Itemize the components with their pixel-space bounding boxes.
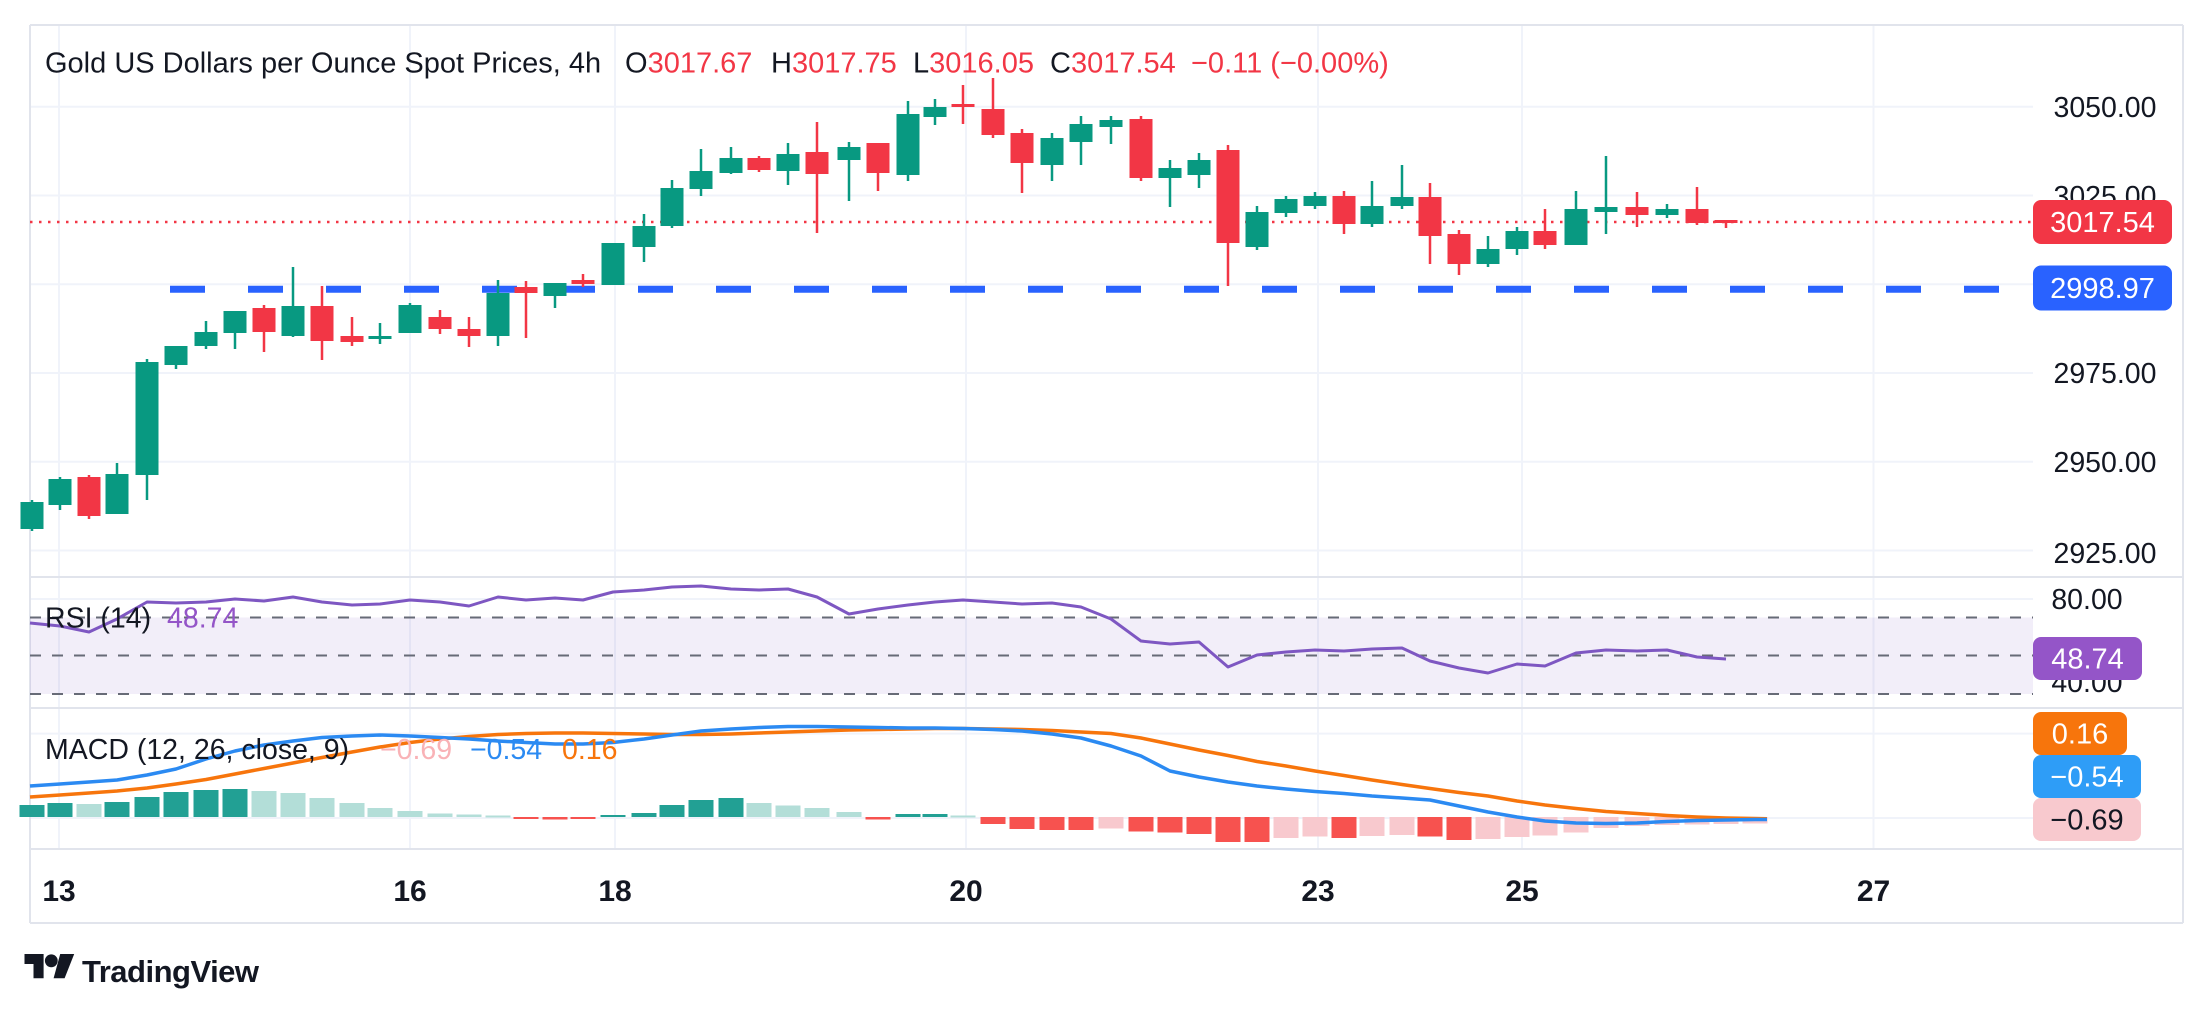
svg-text:80.00: 80.00 <box>2051 584 2122 616</box>
svg-text:20: 20 <box>949 875 982 908</box>
svg-text:MACD (12, 26, close, 9) −0.69−: MACD (12, 26, close, 9) −0.69 −0.54 0.16 <box>45 734 617 766</box>
svg-text:3050.00: 3050.00 <box>2053 92 2156 124</box>
svg-text:2975.00: 2975.00 <box>2053 358 2156 390</box>
svg-text:13: 13 <box>42 875 75 908</box>
svg-text:2998.97: 2998.97 <box>2050 273 2155 305</box>
svg-text:2950.00: 2950.00 <box>2053 447 2156 479</box>
svg-text:Gold US Dollars per Ounce Spot: Gold US Dollars per Ounce Spot Prices, 4… <box>45 48 601 80</box>
svg-text:0.16: 0.16 <box>2052 719 2108 751</box>
svg-text:−0.54: −0.54 <box>2050 762 2123 794</box>
svg-text:2925.00: 2925.00 <box>2053 538 2156 570</box>
svg-text:23: 23 <box>1301 875 1334 908</box>
svg-text:25: 25 <box>1505 875 1538 908</box>
svg-text:18: 18 <box>598 875 631 908</box>
svg-text:RSI (14) 48.74: RSI (14) 48.74 <box>45 603 238 635</box>
svg-text:48.74: 48.74 <box>2051 644 2124 676</box>
svg-text:3017.54: 3017.54 <box>2050 207 2155 239</box>
svg-text:TradingView: TradingView <box>82 954 260 989</box>
svg-text:27: 27 <box>1857 875 1890 908</box>
svg-text:−0.69: −0.69 <box>2050 805 2123 837</box>
svg-text:16: 16 <box>393 875 426 908</box>
